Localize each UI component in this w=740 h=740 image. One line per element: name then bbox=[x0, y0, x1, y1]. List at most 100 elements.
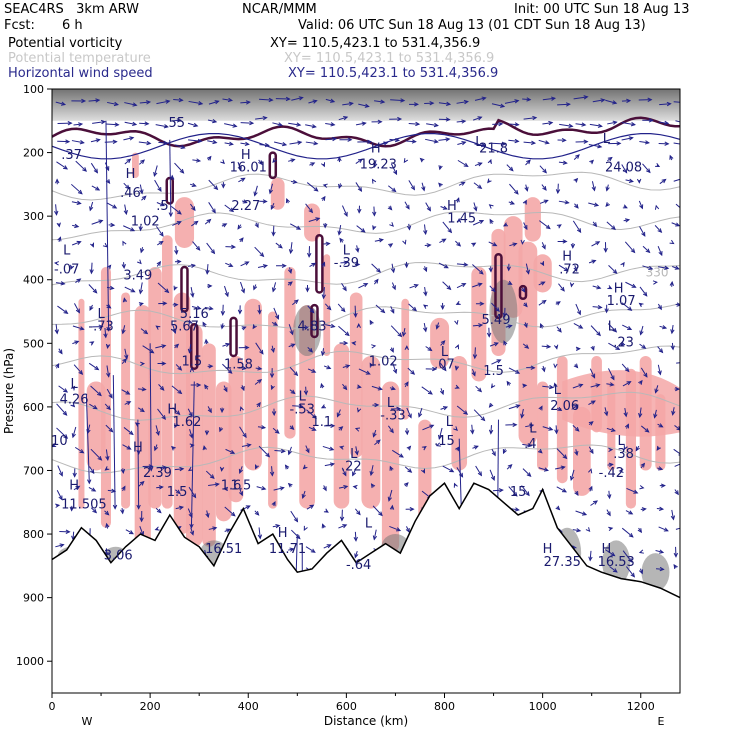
wind-vector bbox=[369, 465, 374, 477]
extremum-label: L bbox=[70, 377, 78, 392]
wind-vector bbox=[473, 182, 483, 190]
wind-vector bbox=[489, 469, 495, 481]
wind-vector bbox=[573, 177, 579, 183]
wind-vector bbox=[56, 403, 68, 416]
wind-vector bbox=[104, 162, 110, 172]
wind-vector bbox=[257, 264, 269, 269]
wind-vector bbox=[555, 183, 561, 195]
wind-vector bbox=[557, 239, 568, 244]
wind-vector bbox=[259, 199, 268, 204]
wind-vector bbox=[638, 200, 644, 210]
extremum-label: L bbox=[299, 390, 307, 405]
wind-vector bbox=[669, 154, 674, 161]
wind-vector bbox=[320, 382, 325, 389]
wind-vector bbox=[239, 488, 244, 497]
wind-vector bbox=[569, 282, 575, 288]
wind-vector bbox=[572, 528, 582, 533]
wind-vector bbox=[440, 205, 448, 210]
wind-vector bbox=[372, 225, 377, 231]
wind-vector bbox=[406, 407, 412, 419]
legend-wind-xy: XY= 110.5,423.1 to 531.4,356.9 bbox=[288, 66, 499, 81]
wind-vector bbox=[574, 449, 579, 457]
wind-vector bbox=[92, 119, 107, 125]
wind-vector bbox=[338, 524, 348, 529]
wind-vector bbox=[292, 299, 299, 306]
wind-vector bbox=[225, 244, 237, 250]
wind-vector bbox=[525, 423, 535, 428]
wind-vector bbox=[655, 549, 665, 554]
wind-vector bbox=[272, 122, 283, 127]
extremum-label: H bbox=[602, 542, 612, 557]
wind-vector bbox=[170, 205, 182, 215]
wind-vector bbox=[154, 179, 162, 193]
wind-vector bbox=[674, 425, 680, 431]
wind-vector bbox=[606, 382, 615, 387]
wind-vector bbox=[657, 303, 662, 311]
wind-vector bbox=[90, 242, 95, 248]
wind-vector bbox=[341, 282, 347, 292]
wind-vector bbox=[621, 164, 628, 174]
wind-vector bbox=[574, 491, 579, 497]
wind-vector bbox=[502, 307, 507, 318]
extremum-label: 1.58 bbox=[224, 358, 253, 373]
x-tick-label: 1200 bbox=[627, 700, 655, 713]
wind-vector bbox=[72, 468, 77, 478]
wind-vector bbox=[473, 409, 486, 422]
wind-vector bbox=[408, 180, 415, 191]
pv-streak bbox=[86, 381, 106, 471]
wind-vector bbox=[659, 325, 668, 330]
wind-vector bbox=[290, 179, 298, 185]
pv-streak bbox=[299, 305, 316, 509]
wind-vector bbox=[438, 182, 443, 188]
init-time: Init: 00 UTC Sun 18 Aug 13 bbox=[514, 2, 690, 17]
wind-vector bbox=[90, 385, 102, 397]
wind-vector bbox=[674, 386, 680, 392]
wind-vector bbox=[390, 406, 402, 412]
pv-streak bbox=[333, 343, 350, 509]
wind-vector bbox=[508, 200, 516, 205]
wind-vector bbox=[424, 243, 432, 248]
wind-vector bbox=[71, 240, 82, 246]
extremum-label: 16.01 bbox=[230, 161, 267, 176]
pv-streak bbox=[518, 241, 538, 446]
wind-vector bbox=[556, 326, 562, 333]
wind-vector bbox=[207, 283, 213, 289]
wind-vector bbox=[258, 159, 263, 166]
wind-vector bbox=[591, 181, 596, 192]
wind-vector bbox=[455, 300, 461, 305]
wind-vector bbox=[307, 368, 317, 373]
wind-vector bbox=[575, 139, 589, 144]
wind-vector bbox=[639, 343, 647, 349]
wind-vector bbox=[121, 389, 131, 395]
pv-streak bbox=[270, 178, 285, 210]
extremum-label: .46 bbox=[120, 186, 141, 201]
wind-vector bbox=[71, 426, 77, 439]
wind-vector bbox=[221, 182, 226, 189]
wind-vector bbox=[204, 218, 212, 225]
wind-vector bbox=[389, 137, 401, 143]
wind-vector bbox=[557, 138, 567, 143]
wind-vector bbox=[471, 242, 477, 247]
wind-vector bbox=[438, 137, 451, 142]
wind-vector bbox=[136, 419, 141, 510]
wind-vector bbox=[55, 543, 65, 548]
pv-contour bbox=[229, 316, 238, 358]
wind-vector bbox=[372, 505, 383, 517]
extremum-label: .23 bbox=[613, 335, 634, 350]
wind-vector bbox=[523, 302, 528, 308]
extremum-label: 1.5 bbox=[167, 485, 188, 500]
wind-vector bbox=[372, 529, 378, 541]
wind-vector bbox=[102, 242, 108, 248]
wind-vector bbox=[526, 365, 536, 370]
wind-vector bbox=[638, 568, 644, 575]
wind-vector bbox=[354, 446, 359, 456]
wind-vector bbox=[357, 407, 362, 413]
extremum-label: 2.39 bbox=[143, 466, 172, 481]
wind-vector bbox=[556, 224, 562, 229]
wind-vector bbox=[542, 426, 554, 431]
wind-vector bbox=[373, 278, 379, 285]
wind-vector bbox=[138, 282, 144, 295]
extremum-label: L bbox=[97, 307, 105, 322]
wind-vector bbox=[141, 195, 147, 201]
wind-vector bbox=[105, 424, 114, 433]
